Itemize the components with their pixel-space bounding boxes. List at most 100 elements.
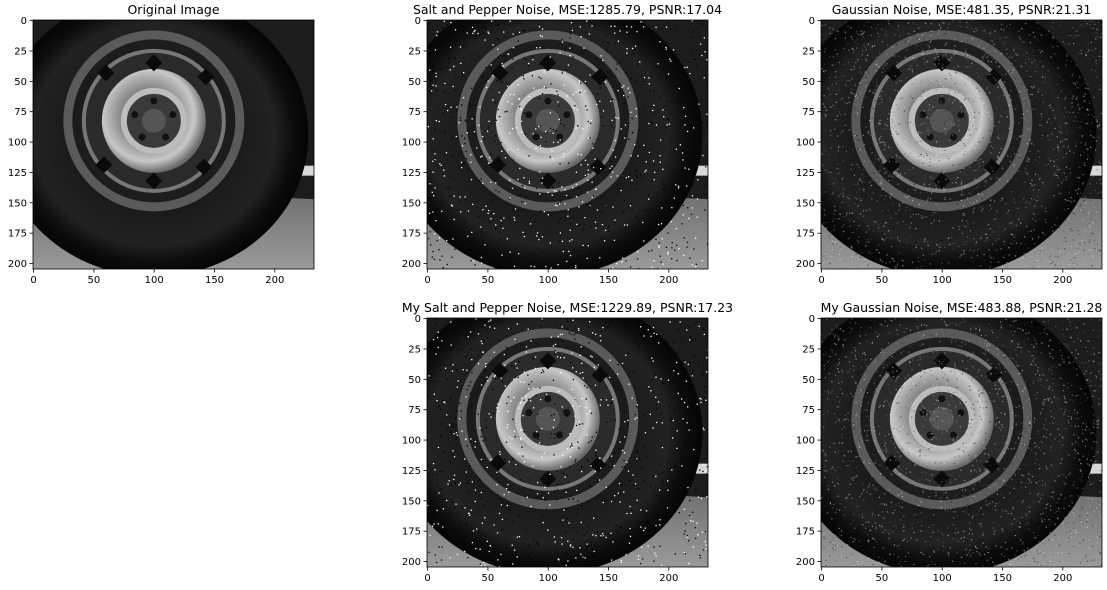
y-tick-label: 75 — [408, 405, 421, 416]
y-tick-label: 50 — [802, 375, 815, 386]
image-lug-nut — [926, 431, 934, 439]
image-lug-nut — [544, 395, 552, 403]
x-tick-label: 100 — [933, 275, 952, 286]
x-tick-label: 100 — [539, 573, 558, 584]
image-lug-nut — [150, 97, 158, 105]
y-tick-label: 125 — [796, 466, 815, 477]
axes-frame — [820, 317, 1103, 568]
image-lug-nut — [138, 133, 146, 141]
axes-gaussian: Gaussian Noise, MSE:481.35, PSNR:21.31 0 5… — [796, 2, 1103, 286]
axes-frame — [426, 317, 709, 568]
y-tick-label: 25 — [408, 46, 421, 57]
image-lug-nut — [162, 133, 170, 141]
x-tick-label: 0 — [30, 275, 36, 286]
image-hub-center — [535, 108, 560, 133]
x-tick-label: 0 — [818, 275, 824, 286]
axes-salt-pepper: Salt and Pepper Noise, MSE:1285.79, PSNR… — [402, 2, 722, 286]
image-lug-nut — [950, 431, 958, 439]
subplot-title: My Gaussian Noise, MSE:483.88, PSNR:21.2… — [821, 300, 1103, 315]
x-tick-label: 0 — [424, 573, 430, 584]
image-noise-gaussian — [821, 20, 1102, 269]
y-tick-label: 200 — [796, 557, 815, 568]
y-tick-label: 75 — [802, 107, 815, 118]
image-rim-hole — [95, 156, 113, 174]
y-tick-label: 200 — [402, 259, 421, 270]
image-rim-outer — [851, 328, 1033, 510]
y-tick-label: 50 — [14, 77, 27, 88]
y-tick-label: 100 — [796, 436, 815, 447]
image-plot — [427, 318, 708, 567]
image-plot — [33, 20, 314, 269]
image-lug-nut — [563, 409, 571, 417]
subplot-title: Salt and Pepper Noise, MSE:1285.79, PSNR… — [413, 2, 722, 17]
subplot-title: Original Image — [127, 2, 219, 17]
y-tick-label: 50 — [408, 77, 421, 88]
y-tick-label: 100 — [402, 436, 421, 447]
x-tick-label: 50 — [482, 275, 495, 286]
x-tick-label: 200 — [1053, 275, 1072, 286]
image-lug-nut — [938, 395, 946, 403]
image-rim-outer — [851, 30, 1033, 212]
image-lug-nut — [525, 409, 533, 417]
x-tick-label: 200 — [1053, 573, 1072, 584]
image-plot — [427, 20, 708, 269]
y-tick-label: 125 — [796, 168, 815, 179]
y-tick-label: 0 — [809, 16, 815, 27]
image-hub-center — [929, 406, 954, 431]
image-noise-salt-pepper — [427, 318, 708, 567]
image-lug-nut — [957, 409, 965, 417]
y-tick-label: 175 — [796, 229, 815, 240]
axes-my-salt-pepper: My Salt and Pepper Noise, MSE:1229.89, P… — [402, 300, 733, 584]
image-rim-hole — [489, 454, 507, 472]
x-tick-label: 200 — [659, 573, 678, 584]
y-tick-label: 150 — [796, 496, 815, 507]
image-lug-nut — [563, 111, 571, 119]
x-tick-label: 50 — [88, 275, 101, 286]
image-lug-nut — [544, 97, 552, 105]
x-tick-label: 100 — [145, 275, 164, 286]
x-tick-label: 50 — [876, 275, 889, 286]
image-lug-nut — [926, 133, 934, 141]
image-curb-right — [1088, 463, 1102, 474]
image-noise-gaussian — [821, 318, 1102, 567]
image-hub-center — [535, 406, 560, 431]
y-tick-label: 125 — [402, 466, 421, 477]
y-tick-label: 125 — [402, 168, 421, 179]
image-hub-center — [141, 108, 166, 133]
image-lug-nut — [938, 97, 946, 105]
y-tick-label: 125 — [8, 168, 27, 179]
image-plot — [821, 318, 1102, 567]
y-tick-label: 0 — [21, 16, 27, 27]
axes-my-gaussian: My Gaussian Noise, MSE:483.88, PSNR:21.2… — [796, 300, 1103, 584]
image-lug-nut — [556, 133, 564, 141]
y-tick-label: 200 — [8, 259, 27, 270]
y-tick-label: 75 — [802, 405, 815, 416]
x-tick-label: 150 — [205, 275, 224, 286]
y-tick-label: 50 — [802, 77, 815, 88]
image-curb-right — [300, 165, 314, 176]
y-tick-label: 175 — [402, 229, 421, 240]
x-tick-label: 150 — [993, 275, 1012, 286]
y-tick-label: 0 — [415, 16, 421, 27]
y-tick-label: 175 — [8, 229, 27, 240]
image-lug-nut — [532, 431, 540, 439]
image-lug-nut — [169, 111, 177, 119]
image-lug-nut — [957, 111, 965, 119]
subplot-title: Gaussian Noise, MSE:481.35, PSNR:21.31 — [832, 2, 1092, 17]
x-tick-label: 150 — [599, 275, 618, 286]
x-tick-label: 150 — [993, 573, 1012, 584]
x-tick-label: 0 — [424, 275, 430, 286]
image-rim-outer — [457, 328, 639, 510]
y-tick-label: 175 — [796, 527, 815, 538]
y-tick-label: 25 — [14, 46, 27, 57]
y-tick-label: 175 — [402, 527, 421, 538]
image-rim-outer — [63, 30, 245, 212]
image-lug-nut — [525, 111, 533, 119]
x-tick-label: 200 — [265, 275, 284, 286]
image-lug-nut — [556, 431, 564, 439]
y-tick-label: 200 — [402, 557, 421, 568]
y-tick-label: 100 — [796, 138, 815, 149]
y-tick-label: 25 — [802, 344, 815, 355]
image-rim-hole — [489, 156, 507, 174]
